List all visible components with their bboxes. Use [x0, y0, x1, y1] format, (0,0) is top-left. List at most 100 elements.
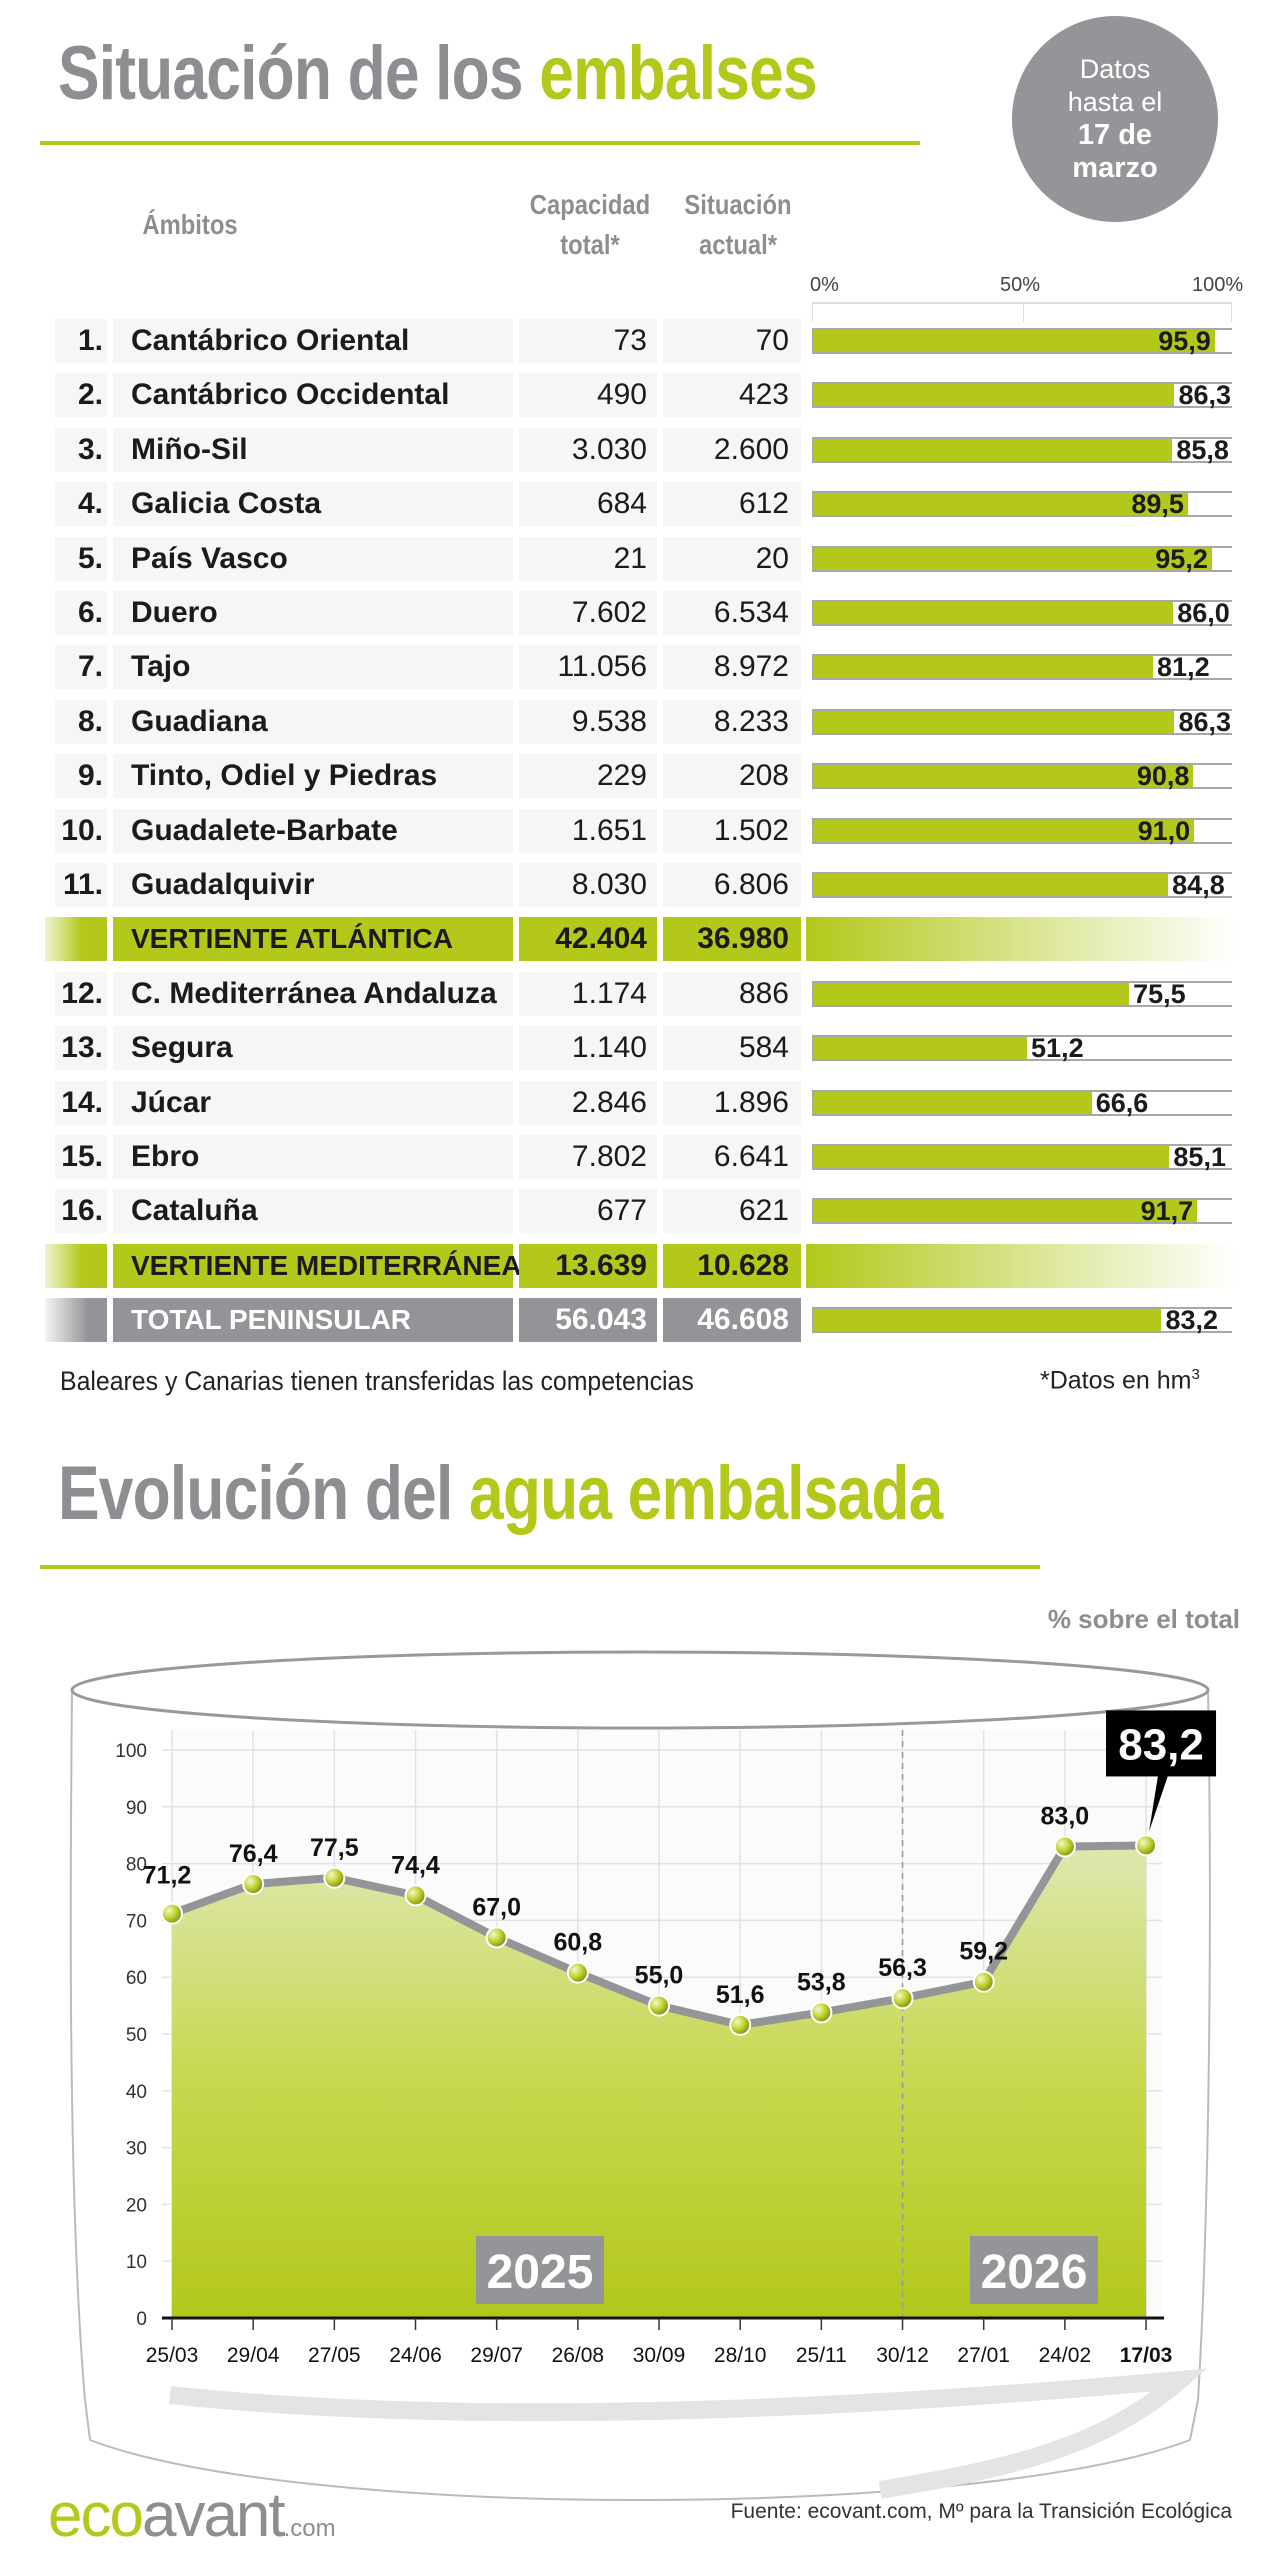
percent-bar: 84,8	[812, 870, 1232, 900]
data-point	[161, 1902, 183, 1925]
row-capacity: 42.404	[519, 917, 657, 962]
percent-bar-fill	[812, 708, 1175, 735]
footnote-competencias: Baleares y Canarias tienen transferidas …	[60, 1366, 694, 1396]
row-name: Guadiana	[113, 699, 513, 744]
x-tick-label: 17/03	[1120, 2344, 1173, 2367]
percent-bar: 85,8	[812, 435, 1232, 465]
x-tick-label: 29/07	[470, 2344, 523, 2367]
row-name: Duero	[113, 591, 513, 635]
row-name: País Vasco	[113, 536, 513, 581]
row-number: 9.	[55, 754, 107, 799]
percent-bar-fill	[812, 328, 1215, 354]
percent-bar-fill	[812, 1089, 1092, 1116]
row-current: 36.980	[663, 917, 801, 962]
y-tick-label: 60	[126, 1968, 147, 1989]
percent-bar-fill	[812, 1198, 1198, 1225]
y-tick-label: 20	[126, 2195, 147, 2216]
badge-date: 17 de	[1077, 119, 1153, 151]
title-text: Situación de los	[58, 31, 540, 116]
header-capacidad-line: Capacidad	[529, 189, 651, 220]
row-name: Ebro	[113, 1135, 513, 1179]
row-capacity: 3.030	[519, 427, 657, 472]
row-current: 46.608	[663, 1298, 801, 1343]
row-capacity: 229	[519, 754, 657, 799]
row-capacity: 11.056	[519, 645, 657, 690]
data-label: 53,8	[797, 1968, 846, 1996]
percent-label: 75,5	[1133, 978, 1186, 1009]
row-current: 621	[663, 1189, 801, 1234]
row-capacity: 1.140	[519, 1026, 657, 1071]
row-current: 584	[663, 1026, 801, 1071]
row-name: Tajo	[113, 645, 513, 690]
row-current: 6.806	[663, 863, 801, 907]
row-capacity: 1.651	[519, 808, 657, 853]
percent-bar: 95,2	[812, 544, 1232, 574]
scale-50: 50%	[1000, 274, 1041, 296]
y-tick-label: 80	[126, 1855, 147, 1876]
percent-label: 91,7	[1140, 1196, 1194, 1227]
row-current: 6.641	[663, 1135, 801, 1179]
row-name: C. Mediterránea Andaluza	[113, 971, 513, 1016]
row-number: 2.	[55, 373, 107, 418]
evolution-title: Evolución del agua embalsada	[58, 1450, 943, 1537]
row-capacity: 56.043	[519, 1298, 657, 1343]
total-peninsular: TOTAL PENINSULAR 56.043 46.608 83,2	[45, 1298, 1235, 1343]
row-name: Tinto, Odiel y Piedras	[113, 754, 513, 799]
evolution-title-text: Evolución del	[58, 1451, 469, 1536]
evolution-chart: 0 10 20 30 40 50 60 70 80 90 100 2025 2026 25/03 29/…	[69, 1650, 1217, 2501]
row-capacity: 684	[519, 482, 657, 527]
row-capacity: 7.602	[519, 591, 657, 635]
percent-label: 86,0	[1177, 598, 1230, 628]
row-number: 4.	[55, 482, 107, 527]
row-current: 612	[663, 482, 801, 527]
header-situacion-line: Situación	[684, 189, 792, 220]
table-row: 12. C. Mediterránea Andaluza 1.174 886 75,5	[55, 971, 1235, 1016]
x-tick-label: 28/10	[714, 2344, 767, 2367]
row-current: 1.502	[663, 808, 801, 853]
table-row: 16. Cataluña 677 621 91,7	[55, 1189, 1235, 1234]
table-row: 11. Guadalquivir 8.030 6.806 84,8	[55, 863, 1235, 907]
row-lead-swatch	[45, 1243, 107, 1288]
evolution-underline	[40, 1565, 1040, 1569]
row-capacity: 9.538	[519, 699, 657, 744]
data-point	[729, 2013, 752, 2036]
data-point	[242, 1873, 265, 1896]
percent-bar-fill	[812, 382, 1175, 409]
percent-bar: 66,6	[812, 1088, 1232, 1118]
row-number: 5.	[55, 536, 107, 581]
row-name: TOTAL PENINSULAR	[113, 1298, 513, 1343]
year-label: 2026	[981, 2246, 1088, 2299]
percent-bar-fill	[812, 1144, 1170, 1170]
percent-label: 89,5	[1131, 489, 1184, 520]
data-point	[810, 2001, 833, 2024]
row-name: Cantábrico Oriental	[113, 319, 513, 363]
row-name: Guadalete-Barbate	[113, 808, 513, 853]
table-row: 6. Duero 7.602 6.534 86,0	[55, 591, 1235, 635]
row-number: 1.	[55, 319, 107, 363]
date-badge: Datos hasta el 17 de marzo	[1012, 16, 1218, 222]
row-name: VERTIENTE ATLÁNTICA	[113, 917, 513, 962]
row-number: 15.	[55, 1135, 107, 1179]
table-row: 14. Júcar 2.846 1.896 66,6	[55, 1080, 1235, 1125]
percent-label: 84,8	[1172, 870, 1225, 900]
row-current: 886	[663, 971, 801, 1016]
ecoavant-logo: ecoavant.com	[48, 2480, 336, 2551]
data-point	[1135, 1834, 1158, 1857]
percent-bar: 75,5	[812, 979, 1232, 1009]
row-number: 11.	[55, 863, 107, 907]
percent-label: 51,2	[1031, 1033, 1084, 1064]
y-tick-label: 50	[126, 2025, 147, 2046]
row-capacity: 13.639	[519, 1243, 657, 1288]
percent-bar: 89,5	[812, 489, 1232, 519]
data-label: 56,3	[878, 1954, 927, 1982]
badge-date: marzo	[1072, 152, 1158, 184]
year-badge	[476, 2236, 604, 2304]
percent-bar: 91,7	[812, 1196, 1232, 1226]
data-label: 76,4	[229, 1840, 278, 1868]
row-number: 13.	[55, 1026, 107, 1071]
data-label: 71,2	[143, 1862, 192, 1890]
row-capacity: 1.174	[519, 971, 657, 1016]
data-label: 55,0	[635, 1962, 684, 1990]
percent-label: 91,0	[1137, 815, 1191, 846]
table-row: 1. Cantábrico Oriental 73 70 95,9	[55, 319, 1235, 363]
